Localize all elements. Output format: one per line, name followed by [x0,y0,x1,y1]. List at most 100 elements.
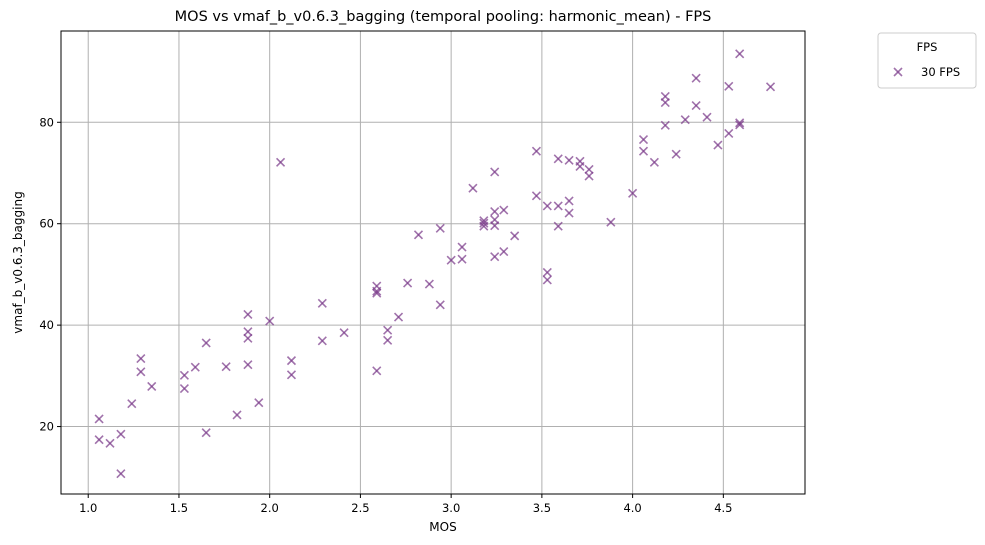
data-point-marker [735,120,745,130]
data-point-marker [383,325,393,335]
y-tick-label: 60 [39,217,54,231]
y-tick-label: 20 [39,420,54,434]
legend-frame [877,32,977,89]
data-point-marker [575,161,585,171]
data-point-marker [542,275,552,285]
data-point-marker [286,370,297,380]
data-point-marker [490,252,500,262]
data-point-marker [457,242,467,252]
chart-title: MOS vs vmaf_b_v0.6.3_bagging (temporal p… [175,9,712,25]
data-point-marker [584,171,594,181]
data-point-marker [372,288,382,298]
data-point-marker [553,221,563,231]
data-point-marker [190,362,200,372]
data-point-marker [584,164,594,175]
data-point-marker [628,188,638,198]
data-point-marker [243,309,253,320]
data-point-marker [457,254,467,264]
data-point-marker [499,247,509,257]
data-point-marker [660,97,670,108]
data-point-marker [564,208,574,218]
data-point-marker [116,469,126,479]
data-point-marker [680,115,690,125]
data-point-marker [254,398,264,408]
legend-entry-label: 30 FPS [921,65,960,79]
data-point-marker [317,298,327,308]
data-point-marker [136,354,146,364]
data-point-marker [116,429,126,439]
data-point-marker [179,383,189,394]
y-axis-label: vmaf_b_v0.6.3_bagging [11,191,25,333]
data-point-marker [232,410,242,420]
y-tick-label: 40 [39,318,54,332]
data-point-marker [383,335,393,345]
data-point-marker [702,112,712,122]
data-point-marker [499,205,509,215]
data-point-marker [265,316,275,326]
data-point-marker [276,157,286,167]
data-point-marker [393,312,404,322]
data-point-marker [372,366,382,376]
x-tick-label: 1.5 [170,501,188,515]
x-tick-label: 1.0 [79,501,97,515]
data-point-marker [201,428,211,438]
data-point-marker [765,82,776,92]
y-axis-ticks: 20 40 60 80 [39,115,61,434]
data-point-marker [553,154,563,164]
data-point-marker [127,399,137,409]
data-point-marker [479,218,489,228]
data-point-marker [671,149,681,159]
data-point-marker [638,146,649,156]
x-tick-label: 4.5 [714,501,732,515]
data-point-marker [179,370,189,380]
data-point-marker [531,146,541,156]
data-point-marker [317,336,327,346]
data-point-marker [446,255,456,265]
data-point-marker [691,100,701,111]
data-point-marker [105,438,115,448]
data-point-marker [691,73,701,83]
data-point-marker [413,230,424,240]
data-point-marker [201,338,211,348]
data-point-marker [243,360,253,370]
data-point-marker [713,140,723,150]
data-point-marker [735,118,745,128]
data-point-marker [221,362,231,372]
data-point-marker [606,217,616,227]
data-point-marker [94,435,104,445]
x-tick-label: 2.0 [261,501,279,515]
x-tick-label: 2.5 [351,501,369,515]
data-point-marker [490,206,500,217]
data-point-marker [564,196,574,206]
data-point-marker [660,120,670,130]
data-point-marker [147,381,157,392]
data-point-marker [542,267,552,277]
x-tick-label: 4.0 [623,501,641,515]
data-point-marker [468,183,478,193]
grid-lines [61,31,805,494]
data-point-marker [510,231,520,241]
data-point-marker [735,49,745,59]
data-point-marker [339,328,349,338]
x-tick-label: 3.5 [533,501,551,515]
x-tick-label: 3.0 [442,501,460,515]
data-point-marker [724,128,734,139]
x-axis-ticks: 1.0 1.5 2.0 2.5 3.0 3.5 4.0 4.5 [79,494,732,515]
plot-area-frame [60,30,806,495]
data-point-marker [553,201,563,211]
data-point-marker [531,191,541,201]
data-point-marker [286,356,297,366]
data-point-marker [424,279,434,289]
data-point-marker [435,300,445,310]
data-points [94,49,776,479]
legend: FPS 30 FPS [877,32,977,89]
data-point-marker [638,134,649,145]
x-axis-label: MOS [429,520,456,534]
legend-marker-glyph [893,67,903,77]
y-tick-label: 80 [39,115,54,129]
data-point-marker [724,81,734,91]
data-point-marker [479,221,489,231]
data-point-marker [372,286,382,296]
data-point-marker [243,327,253,337]
